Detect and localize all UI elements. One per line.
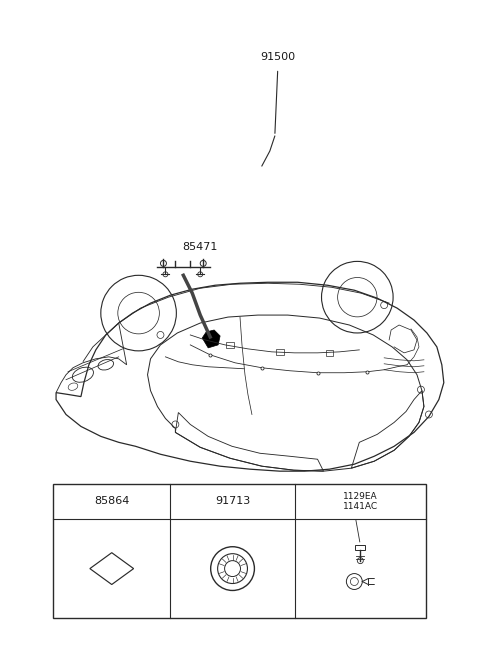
Text: 1129EA: 1129EA — [343, 492, 378, 501]
Polygon shape — [202, 330, 220, 348]
Text: 91713: 91713 — [215, 496, 250, 506]
Text: 85471: 85471 — [182, 242, 218, 252]
Text: 85864: 85864 — [94, 496, 130, 506]
Text: 1141AC: 1141AC — [343, 502, 378, 511]
Text: 91500: 91500 — [260, 52, 295, 62]
